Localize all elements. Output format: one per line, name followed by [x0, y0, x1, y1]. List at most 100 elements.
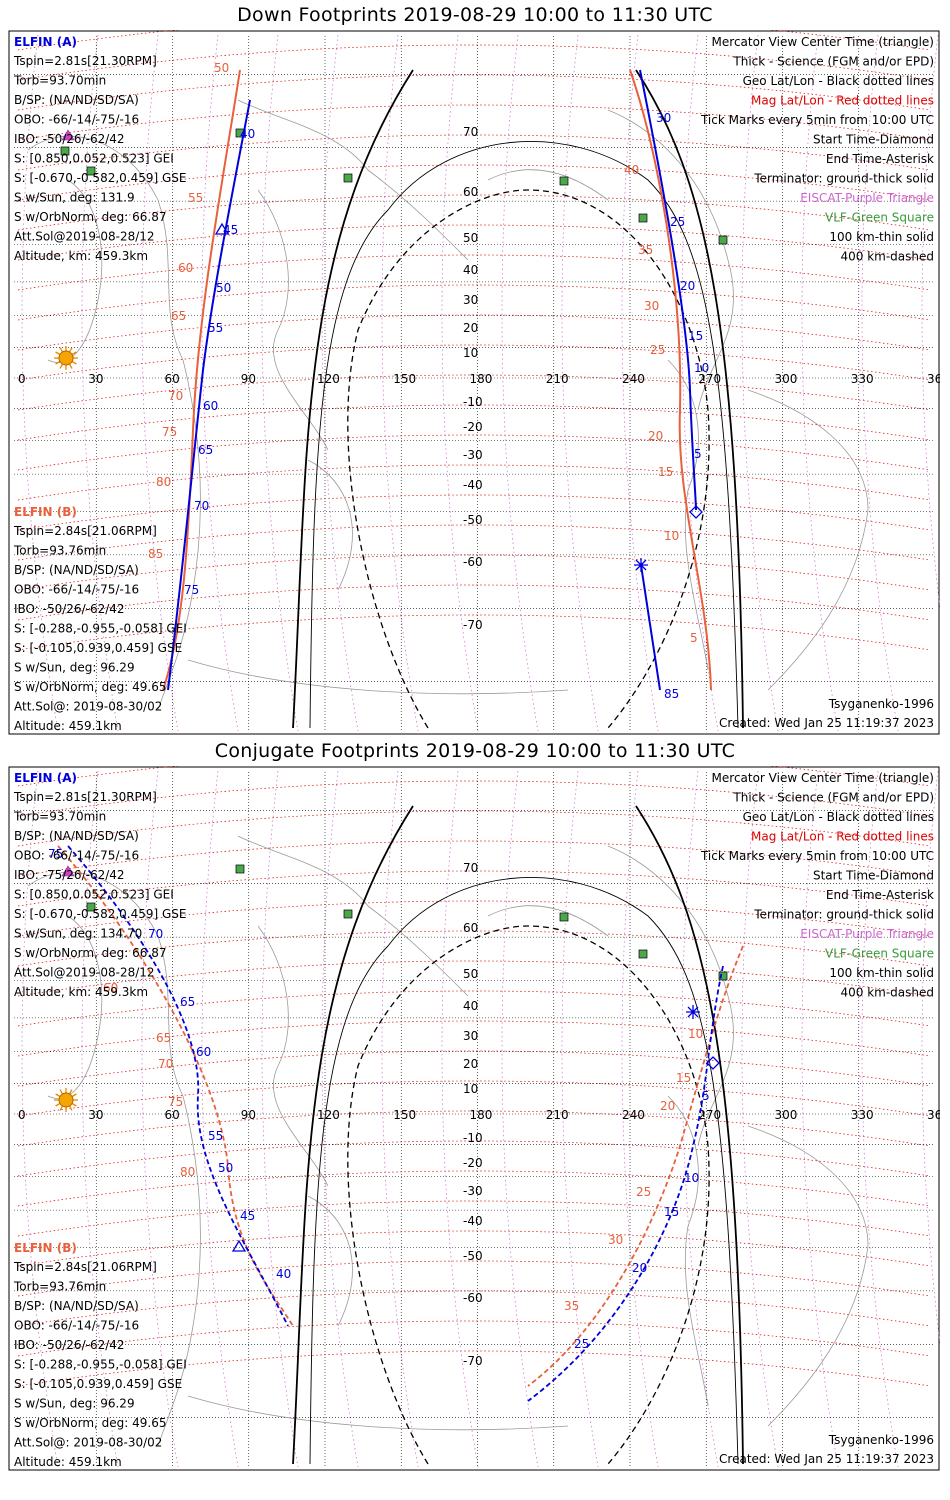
mag-lon-line	[441, 770, 479, 1468]
mag-lon-line	[561, 770, 599, 1468]
legend-item: Mag Lat/Lon - Red dotted lines	[751, 94, 934, 108]
lon-tick-label: 330	[851, 372, 874, 386]
elfin-a-track-left	[67, 845, 289, 1327]
elfin-a-tick-label: 50	[218, 1161, 233, 1175]
elfin-b-info-line: S w/OrbNorm, deg: 49.65	[14, 1416, 166, 1430]
elfin-a-tick-label: 55	[208, 1129, 223, 1143]
elfin-a-tick-label: 15	[688, 329, 703, 343]
vlf-green-square	[559, 912, 569, 922]
lon-tick-label: 180	[470, 372, 493, 386]
coastline	[237, 835, 469, 997]
elfin-a-tick-label: 55	[208, 321, 223, 335]
coastline	[487, 905, 609, 937]
legend-item: Terminator: ground-thick solid	[753, 172, 934, 186]
mag-lon-line	[201, 770, 239, 1468]
panel1-title: Down Footprints 2019-08-29 10:00 to 11:3…	[237, 4, 713, 26]
vlf-stations	[60, 128, 728, 245]
start-diamond	[706, 1056, 720, 1070]
lon-tick-label: 240	[622, 1108, 645, 1122]
elfin-b-info-line: IBO: -50/26/-62/42	[14, 1338, 125, 1352]
elfin-a-info-line: S w/Sun, deg: 131.9	[14, 191, 135, 205]
lat-tick-label: 70	[463, 125, 478, 139]
coastline	[237, 99, 469, 261]
elfin-b-tick-label: 70	[158, 1057, 173, 1071]
model-label: Tsyganenko-1996	[828, 697, 934, 711]
mag-lon-line	[141, 770, 179, 1468]
lat-tick-label: -30	[463, 448, 483, 462]
elfin-a-tick-label: 85	[664, 687, 679, 701]
legend-item: 400 km-dashed	[840, 986, 934, 1000]
elfin-b-info-line: OBO: -66/-14/-75/-16	[14, 1319, 139, 1333]
coastline	[27, 871, 201, 1447]
legend-item: End Time-Asterisk	[826, 888, 934, 902]
legend-item: 100 km-thin solid	[829, 230, 934, 244]
sun-icon	[54, 346, 78, 370]
lon-tick-label: 210	[546, 372, 569, 386]
coastline	[747, 1125, 869, 1427]
elfin-a-tick-label: 65	[180, 995, 195, 1009]
end-asterisk	[634, 558, 648, 572]
sun-ray	[55, 1093, 61, 1098]
center-triangle	[231, 1239, 247, 1252]
elfin-b-tick-label: 65	[156, 1031, 171, 1045]
elfin-a-tick-label: 70	[148, 927, 163, 941]
map-panel-conjugate[interactable]: 70 60 50 40 30 20 10 -10 -20 -30 -40 -50 -60 -70 0 30 60…	[8, 766, 940, 1471]
elfin-a-info-line: Altitude, km: 459.3km	[14, 985, 148, 999]
down-footprints-map[interactable]: 70 60 50 40 30 20 10 -10 -20 -30 -40 -50 -60 -70 0 30 60…	[8, 30, 940, 736]
lat-tick-label: -40	[463, 478, 483, 492]
terminator-east	[635, 69, 744, 729]
lon-tick-label: 90	[241, 372, 256, 386]
mag-lon-line	[861, 770, 899, 1468]
lat-tick-label: 10	[463, 1082, 478, 1096]
mag-lon-line	[861, 34, 899, 732]
elfin-a-tick-label: 50	[216, 281, 231, 295]
coastline	[187, 1395, 569, 1431]
sun-ray	[59, 1105, 64, 1111]
elfin-b-tick-label: 80	[180, 1165, 195, 1179]
sun-ray	[68, 347, 73, 353]
elfin-a-info-line: IBO: -50/26/-62/42	[14, 132, 125, 146]
sun-ray	[59, 347, 64, 353]
lat-tick-label: -70	[463, 1354, 483, 1368]
elfin-b-tick-label: 15	[676, 1071, 691, 1085]
lat-tick-label: 20	[463, 321, 478, 335]
sun-ray	[55, 351, 61, 356]
elfin-b-tick-label: 65	[171, 309, 186, 323]
elfin-a-tick-label: 70	[194, 499, 209, 513]
coastline	[607, 845, 734, 1147]
sun-disk	[58, 350, 74, 366]
mag-lon-line	[741, 770, 779, 1468]
geo-grid	[14, 36, 934, 730]
legend-item: EISCAT-Purple Triangle	[800, 927, 934, 941]
mag-lon-line	[141, 34, 179, 732]
elfin-a-track-right	[527, 965, 724, 1402]
mag-lon-line	[21, 770, 59, 1468]
lat-tick-label: -50	[463, 513, 483, 527]
lon-tick-label: 120	[317, 372, 340, 386]
elfin-b-tick-label: 5	[690, 631, 698, 645]
legend-item: End Time-Asterisk	[826, 152, 934, 166]
mag-lon-line	[681, 770, 719, 1468]
legend: Mercator View Center Time (triangle) Thic…	[700, 35, 934, 264]
elfin-a-info-line: Torb=93.70min	[13, 810, 106, 824]
elfin-b-tick-label: 30	[644, 299, 659, 313]
geo-grid	[14, 772, 934, 1466]
coastlines	[27, 835, 869, 1447]
lon-tick-label: 90	[241, 1108, 256, 1122]
elfin-b-tick-label: 25	[636, 1185, 651, 1199]
lon-tick-label: 180	[470, 1108, 493, 1122]
elfin-a-info-line: S: [0.850,0.052,0.523] GEI	[14, 152, 174, 166]
sun-ray	[71, 360, 77, 365]
lon-labels: 0 30 60 90 120 150 180 210 240 270 300 330 360	[18, 1108, 940, 1122]
created-label: Created: Wed Jan 25 11:19:37 2023	[719, 1452, 934, 1466]
elfin-a-tick-label: 45	[240, 1209, 255, 1223]
mag-lon-line	[801, 34, 839, 732]
mag-lon-line	[261, 770, 299, 1468]
mag-lon-line	[621, 770, 659, 1468]
conjugate-footprints-map[interactable]: 70 60 50 40 30 20 10 -10 -20 -30 -40 -50 -60 -70 0 30 60…	[8, 766, 940, 1472]
end-asterisk	[686, 1005, 700, 1019]
eiscat-purple-triangle	[61, 865, 75, 877]
map-panel-down[interactable]: 70 60 50 40 30 20 10 -10 -20 -30 -40 -50 -60 -70 0 30 60…	[8, 30, 940, 735]
vlf-stations	[86, 864, 728, 981]
elfin-a-tick-label: 20	[680, 279, 695, 293]
